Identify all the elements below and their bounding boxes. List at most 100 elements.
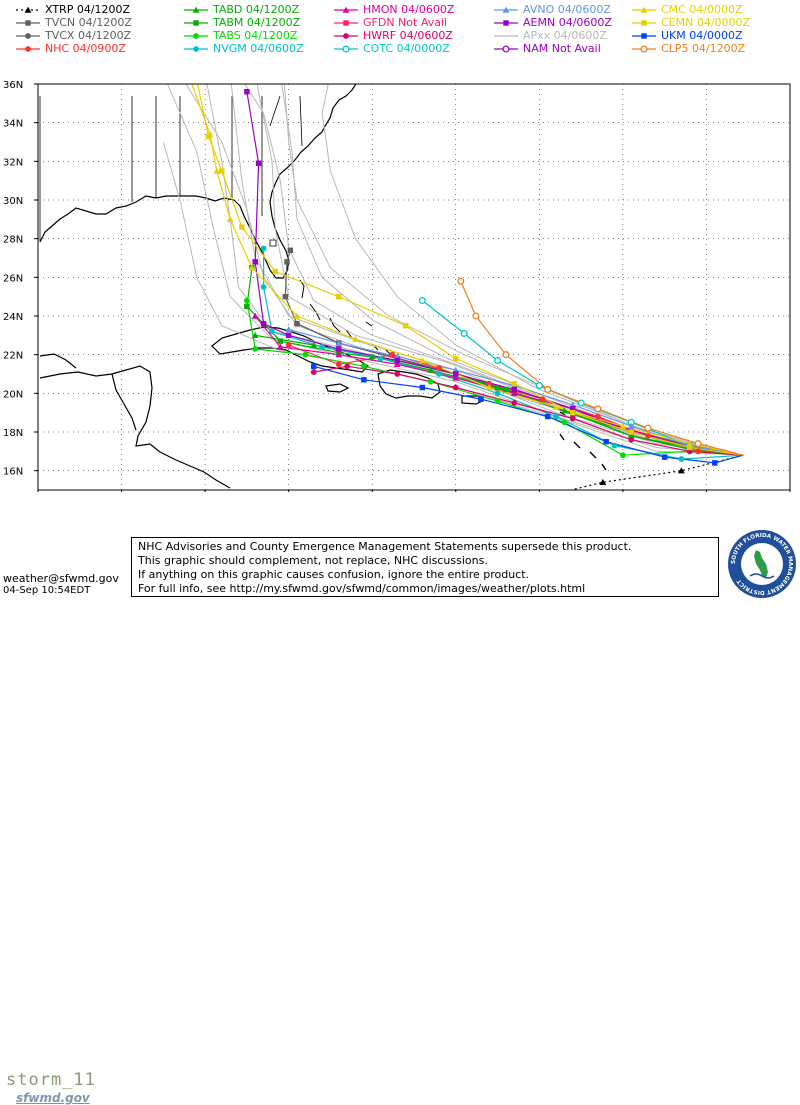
disclaimer-line-1: NHC Advisories and County Emergence Mana… [138,540,632,553]
cmc-track-point [352,335,359,342]
lesser-antilles [559,411,607,471]
legend-marker [192,6,200,13]
track-map: 36N 34N 32N 30N 28N 26N 24N 22N 20N 18N 16N 95W90W… [3,77,791,492]
hwrf-track-point [394,371,401,377]
legend-label: TABD 04/1200Z [213,3,300,16]
legend-marker [342,45,350,53]
ukm-track-point [311,363,317,369]
ukm-track-point [361,377,367,383]
seal-florida-shape [754,550,768,578]
cemn-track-point [687,444,693,451]
map-background [38,84,790,490]
legend-label: TVCN 04/1200Z [45,16,132,29]
cmc-track-point [619,422,627,429]
nvgm-track-point [678,456,685,462]
ukm-track-point [419,384,426,391]
aemn-track-point [260,321,267,327]
nvgm-track-point [553,413,559,420]
legend-marker [641,33,647,39]
tabs-legend-icon [184,33,208,39]
ukm-track-point [661,454,668,460]
aemn-track-point [252,259,258,265]
aemn-track-point [453,371,459,377]
lat-label: 34N [3,119,23,130]
tvcx-track-point [294,320,300,327]
cmc-track-point [226,215,234,223]
lat-label: 32N [3,157,23,168]
avno-track-point [285,326,293,333]
tabd-track-point [368,353,376,360]
ukm-legend-icon [632,33,656,39]
aemn-track-point [244,89,250,95]
cemn-track-point [570,409,576,416]
tvcn-track-point [282,293,289,300]
cmc-track-point [552,403,560,410]
xtrp-track-point [599,478,607,485]
tabs-track-point [427,378,434,385]
legend-label: TABM 04/1200Z [213,16,301,29]
legend-label: XTRP 04/1200Z [45,3,131,16]
cemn-track-point [219,168,225,174]
cmc-track-point [293,312,301,319]
aemn-track-point [285,332,292,339]
legend-label: APxx 04/0600Z [523,29,607,42]
cemn-track-point [272,268,279,275]
nhc-track-point [594,413,601,420]
cmc-track-point [213,167,221,174]
district-seal-icon: SOUTH FLORIDA WATER MANAGEMENT DISTRICT [728,530,796,598]
cemn-track-point [336,293,342,300]
legend-marker [25,46,31,52]
tvcn-track-point [284,259,290,265]
storm-name: storm_11 [6,1070,96,1090]
puerto-rico [461,395,486,405]
cemn-track-point [628,429,634,435]
tabd-track-point [251,331,259,339]
legend-marker [24,6,32,13]
legend-marker [641,20,647,26]
latitude-labels: 36N 34N 32N 30N 28N 26N 24N 22N 20N 18N 16N [3,80,38,478]
jamaica [325,383,350,393]
hwrf-track-point [569,415,576,422]
aemn-legend-icon [494,20,518,26]
cemn-track-point [402,322,409,329]
legend-label: HWRF 04/0600Z [363,29,453,42]
tabd-track-point [494,384,501,391]
nhc-track-point [389,351,396,358]
nhc-track-point [436,365,442,372]
nvgm-track-point [319,344,325,350]
tabm-track-point [503,386,509,393]
lat-label: 28N [3,235,23,246]
ukm-track-point [478,396,484,402]
nvgm-track-point [436,371,442,377]
avno-legend-icon [494,6,518,13]
legend-marker [502,6,510,13]
clp5-track-point [594,405,602,413]
legend-label: TABS 04/1200Z [213,29,298,42]
legend-label: NVGM 04/0600Z [213,42,304,55]
lat-label: 18N [3,428,23,439]
xtrp-track-point [677,467,685,474]
tabs-track-point [561,419,568,426]
lat-label: 24N [3,312,23,323]
tvcx-legend-icon [16,33,40,39]
graticule [38,84,790,490]
cmc-track-point [485,384,493,391]
longitude-labels: 95W90W85W80W75W70W65W60W55W50W [37,490,791,492]
hwrf-track-point [310,369,317,375]
hmon-track-point [510,389,518,397]
nhc-track-point [695,448,701,455]
disclaimer-box: NHC Advisories and County Emergence Mana… [131,537,719,597]
legend-label: NAM Not Avail [523,42,601,55]
cemn-track-point [194,77,199,82]
legend-label: AEMN 04/0600Z [523,16,612,29]
hmon-track-point [452,374,460,381]
apxx-track-line [185,84,744,456]
nhc-legend-icon [16,46,40,52]
contact-email: weather@sfwmd.gov [3,572,119,585]
clp5-legend-icon [632,45,656,53]
ukm-track-point [712,460,718,466]
nhc-track-point [645,432,651,439]
lat-label: 22N [3,351,23,362]
tabs-track-point [619,452,626,459]
state-lines [39,95,303,242]
